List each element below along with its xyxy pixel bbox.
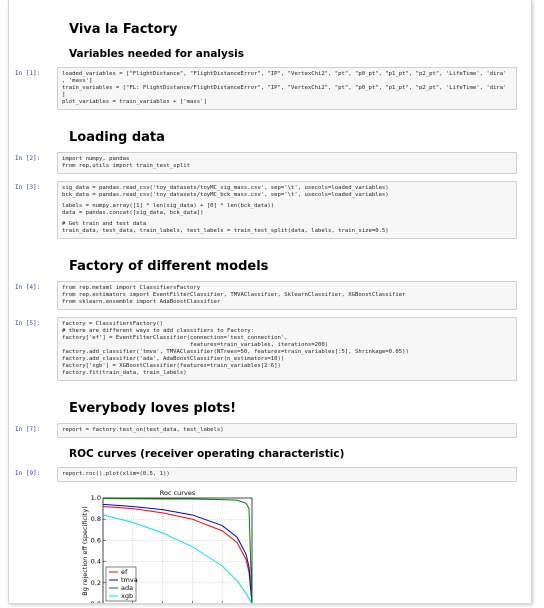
heading: Variables needed for analysis xyxy=(69,48,244,60)
heading: Viva la Factory xyxy=(69,22,178,37)
prompt: In [2]: xyxy=(15,155,41,162)
prompt: In [5]: xyxy=(15,320,41,327)
y-tick-label: 0.2 xyxy=(91,579,101,587)
y-tick-label: 1.0 xyxy=(91,494,101,502)
heading: Loading data xyxy=(69,130,165,145)
code-line: train_data, test_data, train_labels, tes… xyxy=(62,228,389,234)
code-input: sig_data = pandas.read_csv('toy_datasets… xyxy=(57,181,517,239)
code-input: report = factory.test_on(test_data, test… xyxy=(57,423,517,438)
code-line: plot_variables = train_variables + ['mas… xyxy=(62,99,207,105)
prompt: In [4]: xyxy=(15,284,41,291)
code-input: loaded_variables = ["FlightDistance", "F… xyxy=(57,67,517,110)
prompt: In [9]: xyxy=(15,470,41,477)
y-tick-label: 0.4 xyxy=(91,558,101,566)
code-cell: In [4]: from rep.metaml import Classifier… xyxy=(9,281,531,310)
heading: ROC curves (receiver operating character… xyxy=(69,448,345,460)
code-line: report = factory.test_on(test_data, test… xyxy=(62,427,224,433)
code-block: sig_data = pandas.read_csv('toy_datasets… xyxy=(62,185,512,199)
roc-curve xyxy=(102,498,253,603)
code-line: import numpy, pandas xyxy=(62,156,130,162)
code-line: data = pandas.concat([sig_data, bck_data… xyxy=(62,210,204,216)
code-line: factory['xgb'] = XGBoostClassifier(featu… xyxy=(62,363,281,369)
code-line: factory.fit(train_data, train_labels) xyxy=(62,370,187,376)
code-line: report.roc().plot(xlim=(0.5, 1)) xyxy=(62,471,170,477)
code-cell: In [9]: report.roc().plot(xlim=(0.5, 1)) xyxy=(9,467,531,482)
code-line: from rep.estimators import EventFilterCl… xyxy=(62,292,406,298)
heading: Everybody loves plots! xyxy=(69,401,237,416)
legend-label: ada xyxy=(121,584,133,592)
code-line: from sklearn.ensemble import AdaBoostCla… xyxy=(62,299,221,305)
code-input: from rep.metaml import ClassifiersFactor… xyxy=(57,281,517,310)
code-input: factory = ClassifiersFactory() # there ar… xyxy=(57,317,517,381)
code-cell: In [1]: loaded_variables = ["FlightDistan… xyxy=(9,67,531,110)
code-line: factory.add_classifier('tmva', TMVAClass… xyxy=(62,349,409,355)
code-cell: In [5]: factory = ClassifiersFactory() # t… xyxy=(9,317,531,381)
chart: Roc curves0.50.60.70.80.91.00.00.20.40.6… xyxy=(81,489,253,604)
y-tick-label: 0.6 xyxy=(91,536,101,544)
roc-curve xyxy=(102,503,253,603)
code-line: features=train_variables, iterations=200… xyxy=(62,342,329,348)
code-block: from rep.metaml import ClassifiersFactor… xyxy=(62,285,512,306)
prompt: In [7]: xyxy=(15,426,41,433)
code-block: report.roc().plot(xlim=(0.5, 1)) xyxy=(62,471,512,478)
roc-curve xyxy=(102,505,253,603)
y-tick-label: 0.8 xyxy=(91,515,101,523)
code-block: factory = ClassifiersFactory() # there ar… xyxy=(62,321,512,377)
code-block: # Get train and test data train_data, tes… xyxy=(62,221,512,235)
prompt: In [3]: xyxy=(15,184,41,191)
code-line: factory = ClassifiersFactory() xyxy=(62,321,164,327)
code-line: # there are different ways to add classi… xyxy=(62,328,254,334)
code-line: labels = numpy.array([1] * len(sig_data)… xyxy=(62,203,275,209)
y-axis-label: Bg rejection eff (specificity) xyxy=(81,506,89,595)
legend-label: tmva xyxy=(121,576,138,584)
roc-curve xyxy=(102,514,253,603)
code-line: from rep.utils import train_test_split xyxy=(62,163,190,169)
chart-title: Roc curves xyxy=(160,489,196,497)
code-cell: In [2]: import numpy, pandas from rep.util… xyxy=(9,152,531,174)
code-line: factory.add_classifier('ada', AdaBoostCl… xyxy=(62,356,285,362)
legend-box xyxy=(105,566,137,602)
prompt: In [1]: xyxy=(15,70,41,77)
code-line: from rep.metaml import ClassifiersFactor… xyxy=(62,285,201,291)
code-line: loaded_variables = ["FlightDistance", "F… xyxy=(62,71,507,77)
code-block: loaded_variables = ["FlightDistance", "F… xyxy=(62,71,512,106)
code-line: ] xyxy=(62,92,66,98)
code-block: import numpy, pandas from rep.utils impor… xyxy=(62,156,512,170)
code-line: train_variables = ["FL: FlightDistance/F… xyxy=(62,85,507,91)
code-input: report.roc().plot(xlim=(0.5, 1)) xyxy=(57,467,517,482)
heading: Factory of different models xyxy=(69,259,269,274)
code-cell: In [7]: report = factory.test_on(test_dat… xyxy=(9,423,531,438)
code-line: # Get train and test data xyxy=(62,221,147,227)
code-cell: In [3]: sig_data = pandas.read_csv('toy_d… xyxy=(9,181,531,239)
y-tick-label: 0.0 xyxy=(91,600,101,604)
notebook: Viva la Factory Variables needed for anal… xyxy=(8,0,532,604)
legend-label: xgb xyxy=(121,592,133,600)
code-input: import numpy, pandas from rep.utils impor… xyxy=(57,152,517,174)
code-line: bck_data = pandas.read_csv('toy_datasets… xyxy=(62,192,389,198)
code-line: sig_data = pandas.read_csv('toy_datasets… xyxy=(62,185,389,191)
code-line: factory['ef'] = EventFilterClassifier(co… xyxy=(62,335,288,341)
code-block: report = factory.test_on(test_data, test… xyxy=(62,427,512,434)
legend-label: ef xyxy=(121,568,128,576)
code-line: , 'mass'] xyxy=(62,78,93,84)
plot-frame xyxy=(102,497,253,603)
code-block: labels = numpy.array([1] * len(sig_data)… xyxy=(62,203,512,217)
